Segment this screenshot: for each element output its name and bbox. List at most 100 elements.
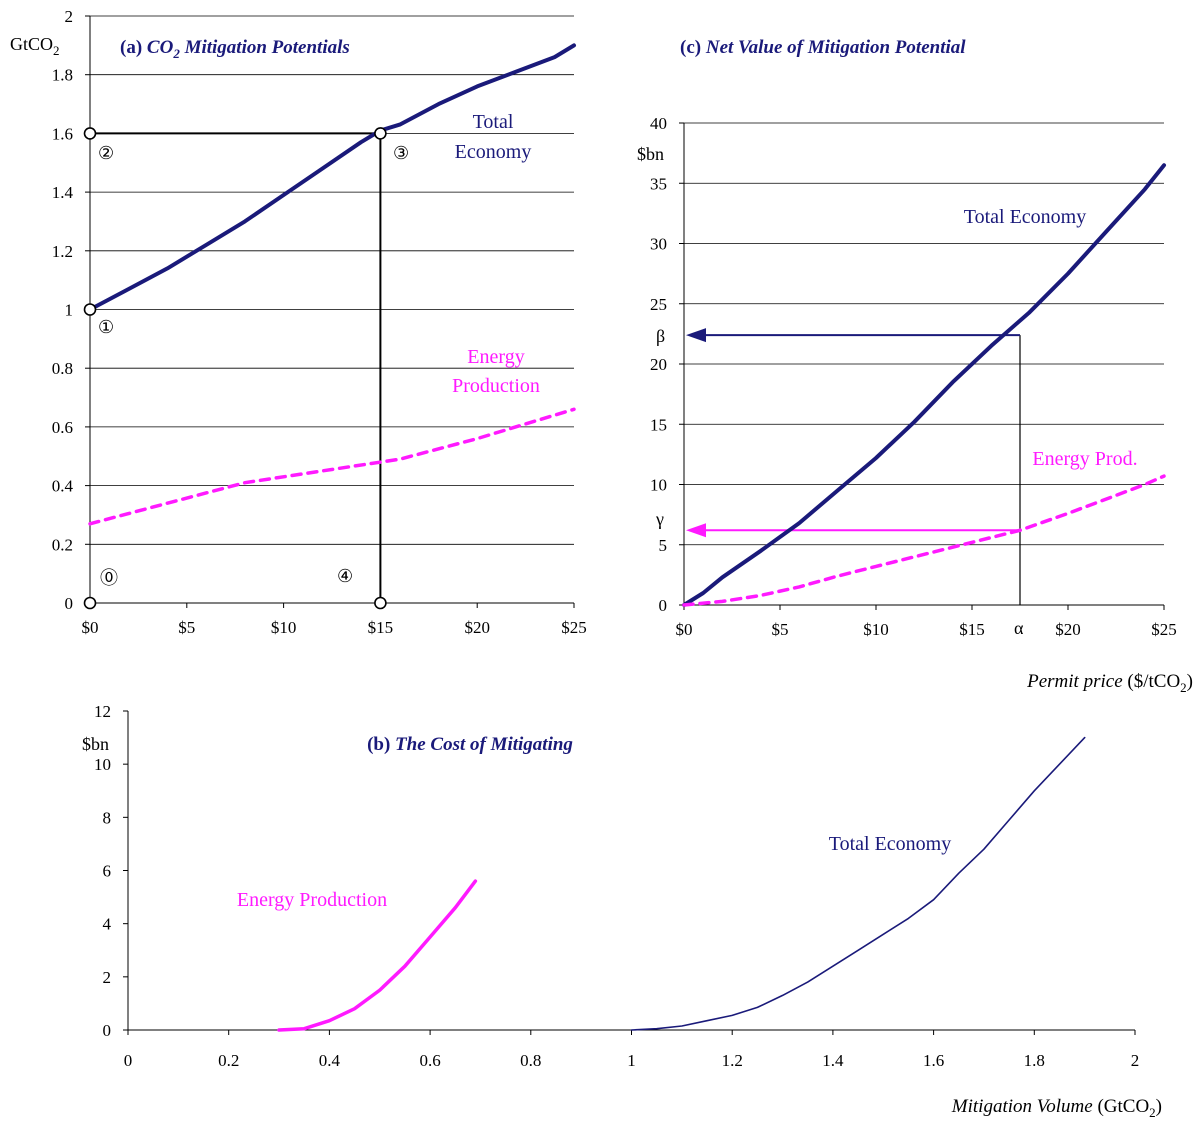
- panel-b-title: (b) The Cost of Mitigating: [367, 734, 573, 755]
- panel-c-energy-prod-label: Energy Prod.: [1032, 448, 1137, 470]
- x-tick-label: $0: [676, 620, 693, 639]
- panel-c-axes: [679, 122, 1165, 610]
- panel-c-title: (c) Net Value of Mitigation Potential: [680, 37, 966, 58]
- y-tick-label: 0.4: [52, 477, 74, 496]
- y-tick-label: 30: [650, 235, 667, 254]
- panel-a-axes: [85, 15, 575, 608]
- y-tick-label: 1.8: [52, 66, 73, 85]
- y-tick-label: 0: [65, 594, 74, 613]
- panel-a-point-label-3: ③: [393, 143, 409, 163]
- panel-b-series: [277, 736, 1086, 1032]
- x-tick-label: 1.2: [722, 1051, 743, 1070]
- panel-a-circle-marker: [83, 303, 97, 316]
- y-tick-label: 5: [659, 536, 668, 555]
- x-tick-label: 1.8: [1024, 1051, 1045, 1070]
- panel-a-co2-mitigation-potentials: 0 0.2 0.4 0.6 0.8 1 1.2 1.4 1.6 1.8 2 $0 $5 $10 $15 $2…: [10, 7, 587, 637]
- panel-c-x-axis-label: Permit price ($/tCO2): [1026, 671, 1193, 695]
- panel-a-energy-production-label-line2: Production: [452, 375, 540, 397]
- panel-a-circle-marker: [83, 127, 97, 140]
- panel-c-total-economy-label: Total Economy: [964, 206, 1086, 228]
- y-tick-label: 0: [659, 596, 668, 615]
- x-tick-label: 1.6: [923, 1051, 944, 1070]
- panel-a-point-label-0: ⓪: [100, 568, 118, 588]
- panel-c-energy-prod-line: [682, 474, 1166, 607]
- x-tick-label: 0.8: [520, 1051, 541, 1070]
- panel-c-gamma-arrowhead: [686, 523, 706, 538]
- panel-a-point-label-1: ①: [98, 317, 114, 337]
- x-tick-label: 0: [124, 1051, 133, 1070]
- panel-b-x-axis-label: Mitigation Volume (GtCO2): [951, 1096, 1162, 1120]
- panel-a-y-unit: GtCO2: [10, 34, 60, 58]
- x-tick-label: 0.2: [218, 1051, 239, 1070]
- y-tick-label: 20: [650, 355, 667, 374]
- panel-b-y-tick-labels: 0 2 4 6 8 10 12: [94, 702, 112, 1040]
- x-tick-label: $10: [271, 618, 297, 637]
- panel-a-total-economy-line: [88, 43, 576, 312]
- panel-a-point-label-4: ④: [337, 566, 353, 586]
- y-tick-label: 35: [650, 174, 667, 193]
- x-tick-label: $20: [464, 618, 490, 637]
- y-tick-label: 40: [650, 114, 667, 133]
- panel-c-x-tick-labels: $0 $5 $10 $15 $20 $25: [676, 620, 1177, 639]
- panel-a-energy-production-line: [88, 407, 576, 526]
- x-tick-label: 2: [1131, 1051, 1140, 1070]
- panel-a-energy-production-label-line1: Energy: [467, 346, 524, 368]
- x-tick-label: 1: [627, 1051, 636, 1070]
- panel-b-axes: [123, 710, 1136, 1035]
- panel-c-guide-lines: [686, 328, 1021, 605]
- panel-a-gridlines: [90, 15, 574, 545]
- y-tick-label: 8: [103, 808, 112, 827]
- panel-c-y-tick-labels: 0 5 10 15 20 25 30 35 40: [650, 114, 667, 615]
- panel-c-gamma-label: γ: [655, 509, 664, 529]
- panel-c-beta-label: β: [656, 326, 665, 346]
- x-tick-label: $25: [1151, 620, 1177, 639]
- y-tick-label: 12: [94, 702, 111, 721]
- y-tick-label: 1.2: [52, 242, 73, 261]
- panel-a-x-tick-labels: $0 $5 $10 $15 $20 $25: [82, 618, 587, 637]
- panel-a-total-economy-label-line1: Total: [473, 111, 514, 133]
- x-tick-label: $15: [959, 620, 985, 639]
- y-tick-label: 10: [650, 476, 667, 495]
- y-tick-label: 6: [103, 862, 112, 881]
- panel-c-y-unit: $bn: [637, 144, 664, 164]
- panel-b-total-economy-line: [630, 736, 1086, 1031]
- y-tick-label: 0.6: [52, 418, 73, 437]
- panel-b-energy-production-label: Energy Production: [237, 889, 387, 911]
- panel-c-net-value-of-mitigation-potential: 0 5 10 15 20 25 30 35 40 $0 $5 $10 $15 $20 $25 $bn (c…: [637, 37, 1193, 695]
- panel-a-circle-marker: [83, 596, 97, 610]
- x-tick-label: 1.4: [822, 1051, 844, 1070]
- y-tick-label: 1.4: [52, 183, 74, 202]
- x-tick-label: $20: [1055, 620, 1081, 639]
- x-tick-label: $0: [82, 618, 99, 637]
- y-tick-label: 1: [65, 301, 74, 320]
- panel-c-series: [682, 163, 1166, 607]
- x-tick-label: $15: [368, 618, 394, 637]
- panel-a-series: [88, 43, 576, 526]
- y-tick-label: 0.8: [52, 359, 73, 378]
- x-tick-label: $10: [863, 620, 889, 639]
- y-tick-label: 2: [65, 7, 74, 26]
- y-tick-label: 1.6: [52, 124, 73, 143]
- y-tick-label: 10: [94, 755, 111, 774]
- y-tick-label: 25: [650, 295, 667, 314]
- panel-a-point-label-2: ②: [98, 143, 114, 163]
- panel-a-circle-marker: [374, 596, 387, 610]
- panel-a-total-economy-label-line2: Economy: [455, 141, 532, 163]
- x-tick-label: $25: [561, 618, 587, 637]
- panel-c-gridlines: [684, 122, 1164, 546]
- x-tick-label: $5: [772, 620, 789, 639]
- panel-b-x-tick-labels: 0 0.2 0.4 0.6 0.8 1 1.2 1.4 1.6 1.8 2: [124, 1051, 1140, 1070]
- panel-b-energy-production-line: [277, 879, 478, 1032]
- panel-a-circle-markers: [83, 127, 387, 610]
- y-tick-label: 0.2: [52, 535, 73, 554]
- panel-b-the-cost-of-mitigating: 0 2 4 6 8 10 12 0 0.2 0.4 0.6 0.8 1 1.2 1.4 1.6 1.8 2 $b…: [82, 702, 1162, 1120]
- panel-c-total-economy-line: [682, 163, 1166, 607]
- panel-c-alpha-label: α: [1014, 618, 1024, 638]
- x-tick-label: $5: [178, 618, 195, 637]
- panel-a-circle-marker: [374, 127, 387, 140]
- panel-b-total-economy-label: Total Economy: [829, 833, 951, 855]
- y-tick-label: 2: [103, 968, 112, 987]
- x-tick-label: 0.4: [319, 1051, 341, 1070]
- y-tick-label: 0: [103, 1021, 112, 1040]
